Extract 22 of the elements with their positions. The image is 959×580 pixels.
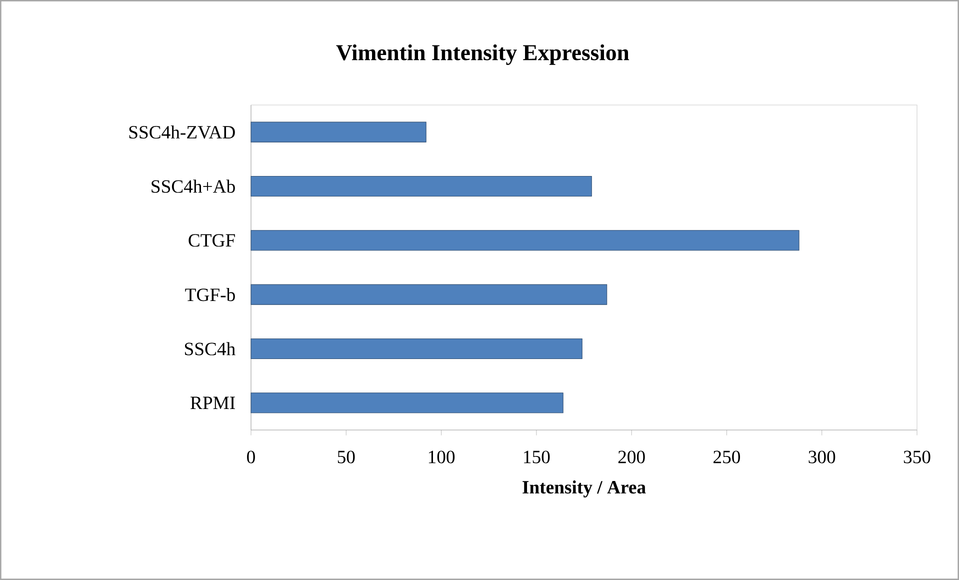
y-tick-label: TGF-b bbox=[185, 288, 235, 302]
x-tick-label: 200 bbox=[618, 450, 645, 464]
y-tick-label: SSC4h+Ab bbox=[152, 180, 235, 193]
x-tick-label: 300 bbox=[808, 450, 836, 464]
x-tick-label: 0 bbox=[247, 450, 255, 464]
bar bbox=[250, 392, 564, 414]
x-tick-label: 50 bbox=[338, 450, 355, 464]
x-tick-label: 150 bbox=[524, 450, 550, 464]
y-tick-label: SSC4h bbox=[185, 342, 236, 356]
bar bbox=[250, 176, 592, 197]
x-axis-title: Intensity / Area bbox=[522, 480, 646, 498]
x-tick-label: 350 bbox=[904, 450, 930, 464]
y-tick-label: RPMI bbox=[190, 396, 235, 410]
x-tick-label: 100 bbox=[428, 450, 455, 464]
bar bbox=[250, 122, 426, 142]
bar bbox=[250, 338, 582, 360]
x-tick-label: 250 bbox=[714, 450, 740, 464]
y-tick-label: SSC4h-ZVAD bbox=[129, 125, 235, 139]
bar bbox=[250, 284, 608, 305]
y-tick-label: CTGF bbox=[188, 234, 235, 247]
chart-title: Vimentin Intensity Expression bbox=[336, 44, 630, 65]
bar bbox=[250, 230, 800, 251]
